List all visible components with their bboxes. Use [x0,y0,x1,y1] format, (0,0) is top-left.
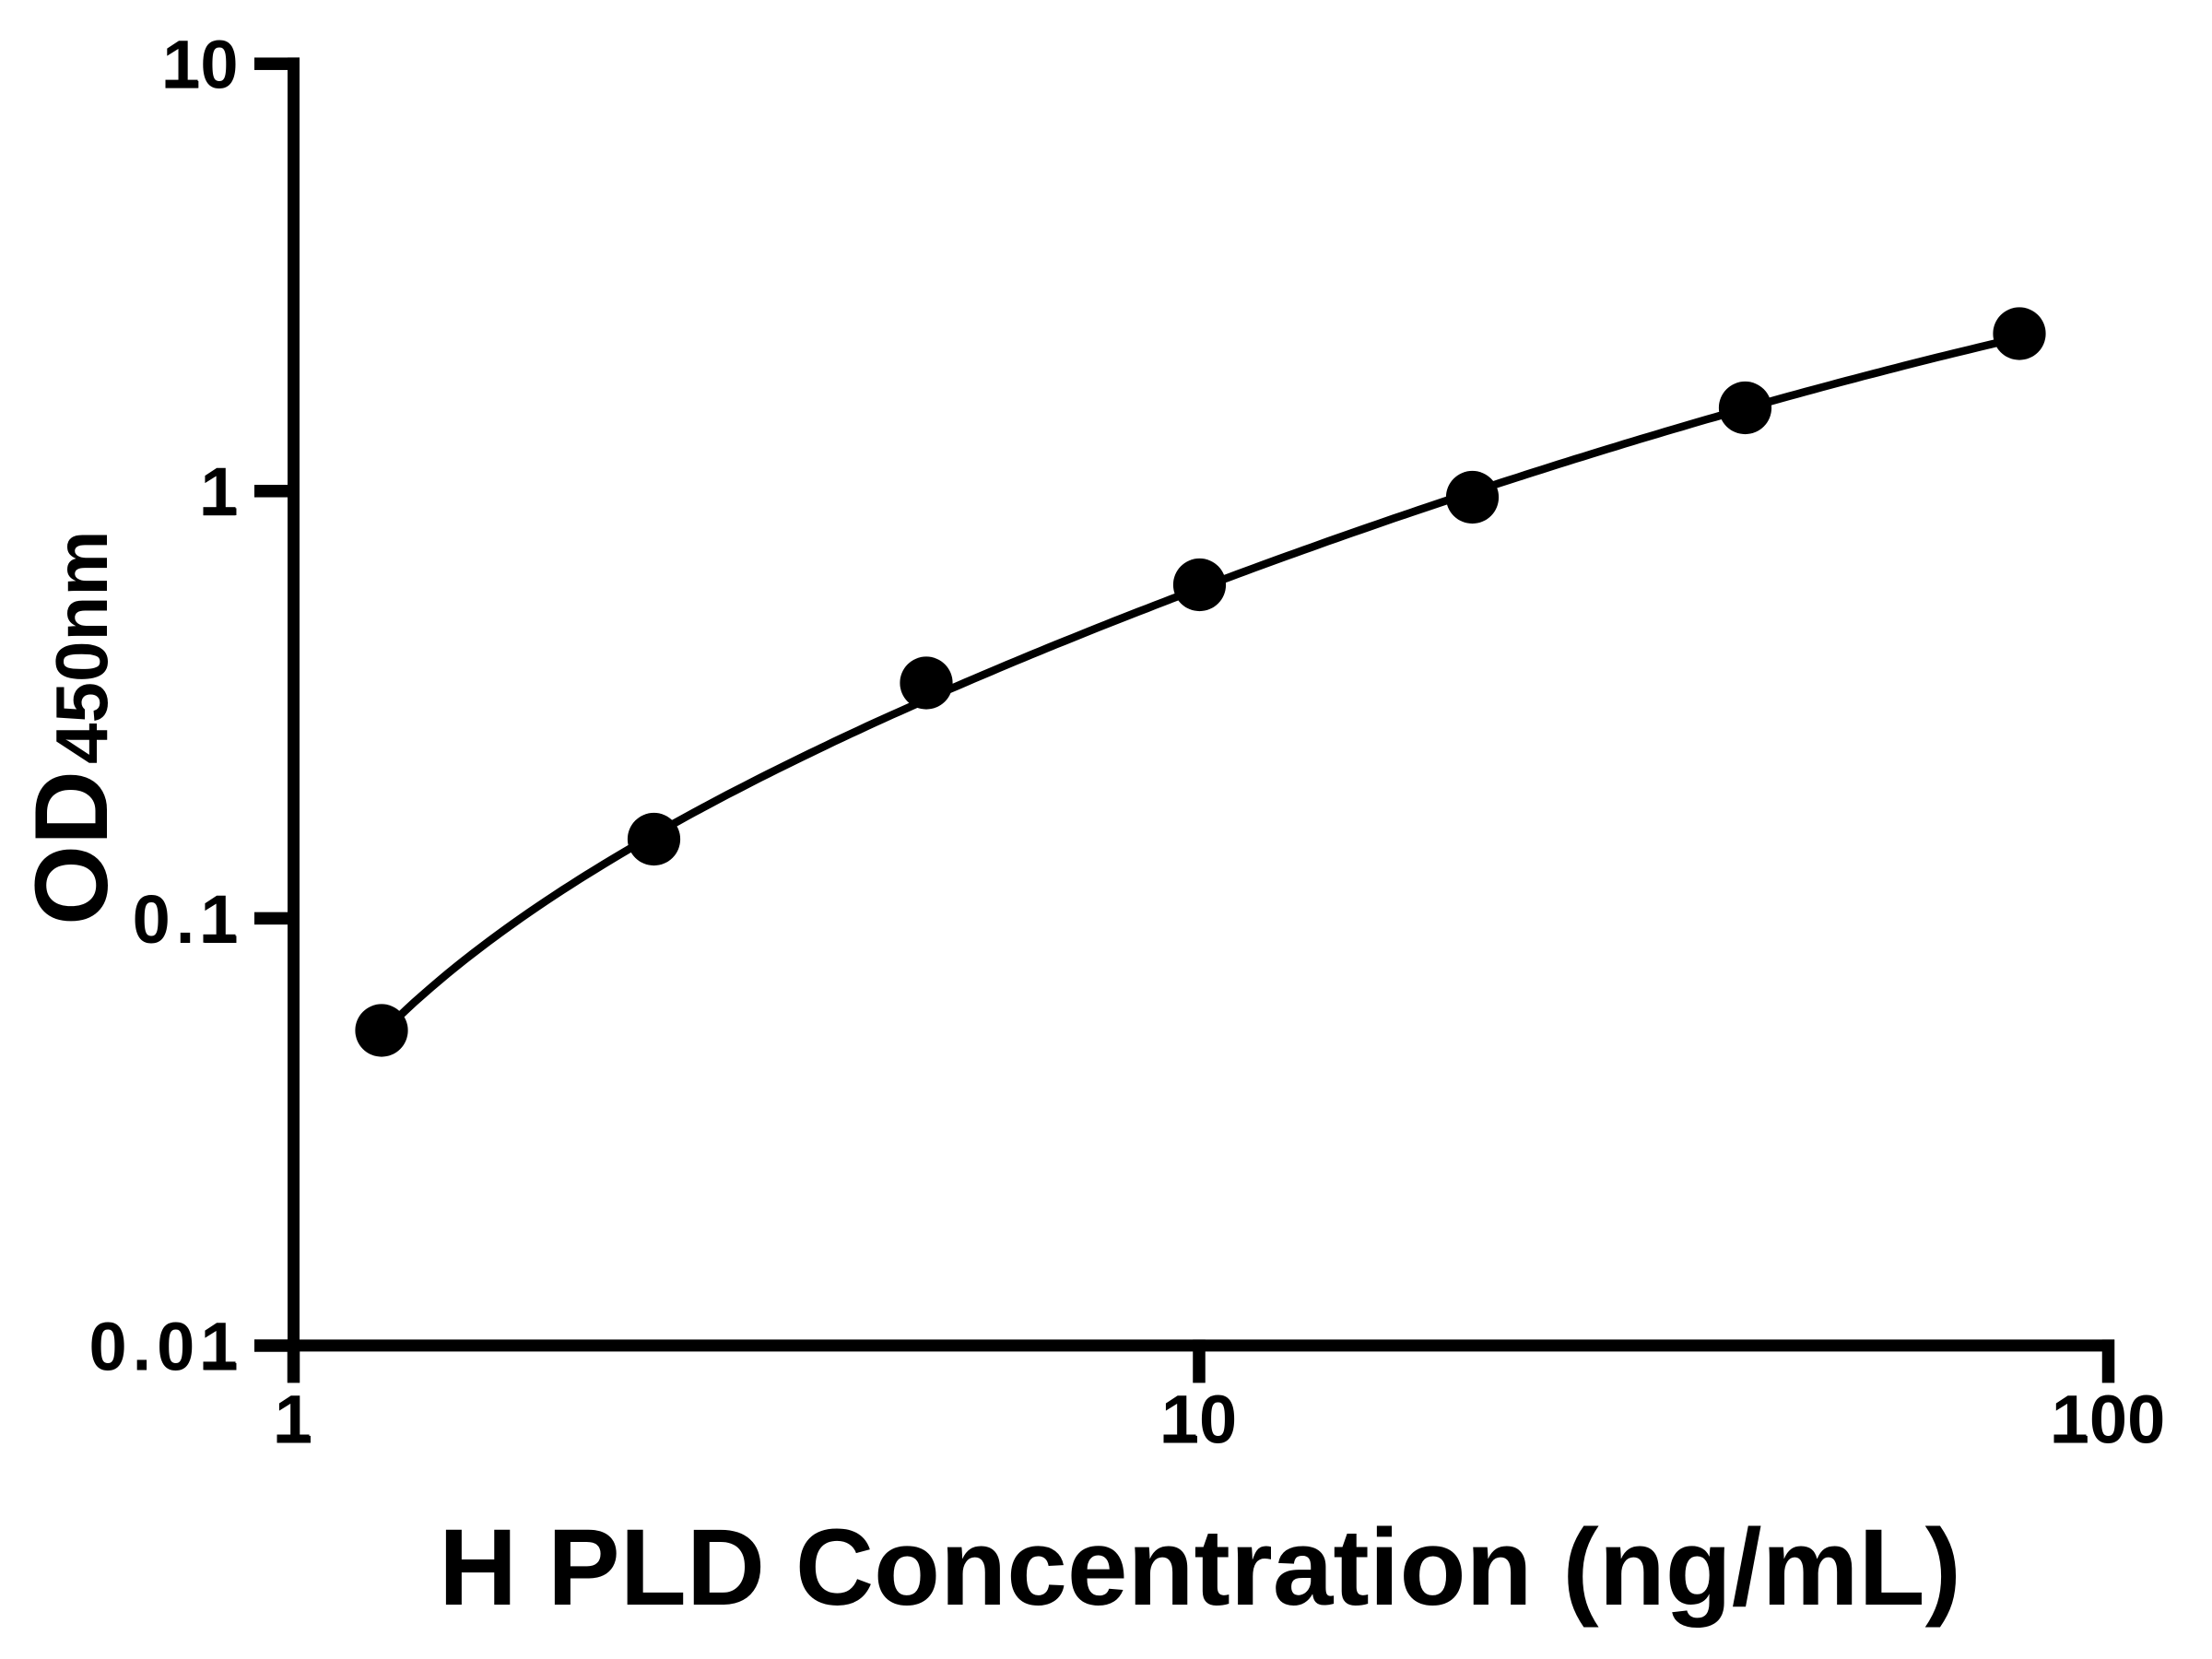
svg-text:0.01: 0.01 [88,1308,243,1384]
svg-text:1: 1 [275,1382,312,1458]
svg-text:10: 10 [162,27,238,103]
svg-text:0.1: 0.1 [133,881,244,958]
svg-text:100: 100 [2052,1382,2165,1458]
svg-text:1: 1 [200,453,238,530]
svg-text:10: 10 [1161,1382,1237,1458]
svg-text:H PLD Concentration (ng/mL): H PLD Concentration (ng/mL) [439,1507,1961,1629]
